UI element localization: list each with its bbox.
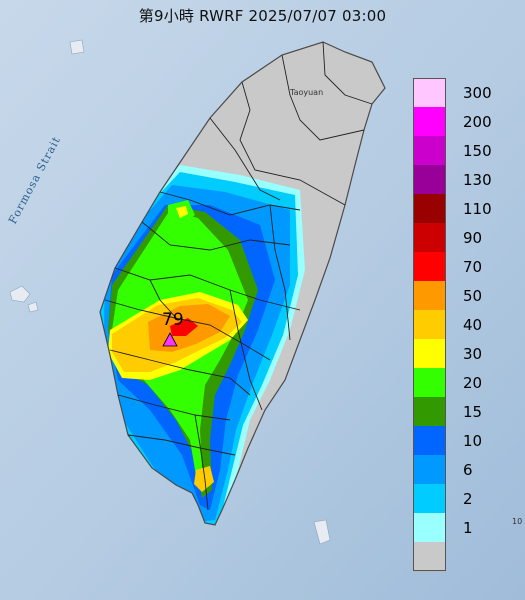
rain-north-patch-core xyxy=(176,206,188,218)
legend-swatch xyxy=(413,397,446,427)
legend-frame xyxy=(413,78,446,571)
legend-label: 15 xyxy=(463,402,483,421)
legend-item: 1 xyxy=(413,513,513,543)
legend-swatch xyxy=(413,223,446,253)
legend-item: 130 xyxy=(413,165,513,195)
legend-label: 1 xyxy=(463,518,473,537)
legend-item xyxy=(413,542,513,572)
legend-swatch xyxy=(413,339,446,369)
legend-item: 200 xyxy=(413,107,513,137)
legend-label: 50 xyxy=(463,286,483,305)
legend-swatch xyxy=(413,542,446,572)
legend-label: 200 xyxy=(463,112,492,131)
legend-item: 90 xyxy=(413,223,513,253)
taiwan-coastline xyxy=(99,41,386,526)
legend-label: 2 xyxy=(463,489,473,508)
legend-item: 70 xyxy=(413,252,513,282)
legend-item: 10 xyxy=(413,426,513,456)
legend-swatch xyxy=(413,368,446,398)
map-title: 第9小時 RWRF 2025/07/07 03:00 xyxy=(138,7,387,25)
max-rain-marker xyxy=(162,332,178,347)
corner-mark: 10 xyxy=(512,517,523,526)
rain-south-patch xyxy=(194,466,214,492)
legend-item: 30 xyxy=(413,339,513,369)
rain-70mm xyxy=(170,318,198,336)
rainfall-color-legend: 300 200 150 130 110 90 70 50 40 30 20 15 10 6 2 1 xyxy=(413,78,513,572)
legend-label: 70 xyxy=(463,257,483,276)
county-boundaries xyxy=(104,41,373,511)
outer-islands xyxy=(9,39,331,545)
legend-label: 30 xyxy=(463,344,483,363)
legend-label: 90 xyxy=(463,228,483,247)
legend-swatch xyxy=(413,252,446,282)
legend-label: 300 xyxy=(463,83,492,102)
legend-label: 6 xyxy=(463,460,473,479)
city-label: Taoyuan xyxy=(290,88,324,97)
legend-swatch xyxy=(413,513,446,543)
legend-swatch xyxy=(413,78,446,108)
legend-label: 40 xyxy=(463,315,483,334)
legend-label: 150 xyxy=(463,141,492,160)
legend-swatch xyxy=(413,426,446,456)
legend-item: 6 xyxy=(413,455,513,485)
legend-item: 300 xyxy=(413,78,513,108)
legend-item: 20 xyxy=(413,368,513,398)
legend-swatch xyxy=(413,194,446,224)
legend-label: 110 xyxy=(463,199,492,218)
legend-label: 20 xyxy=(463,373,483,392)
legend-label: 10 xyxy=(463,431,483,450)
legend-label: 130 xyxy=(463,170,492,189)
legend-item: 110 xyxy=(413,194,513,224)
legend-item: 15 xyxy=(413,397,513,427)
max-value-label: 79 xyxy=(162,310,184,330)
